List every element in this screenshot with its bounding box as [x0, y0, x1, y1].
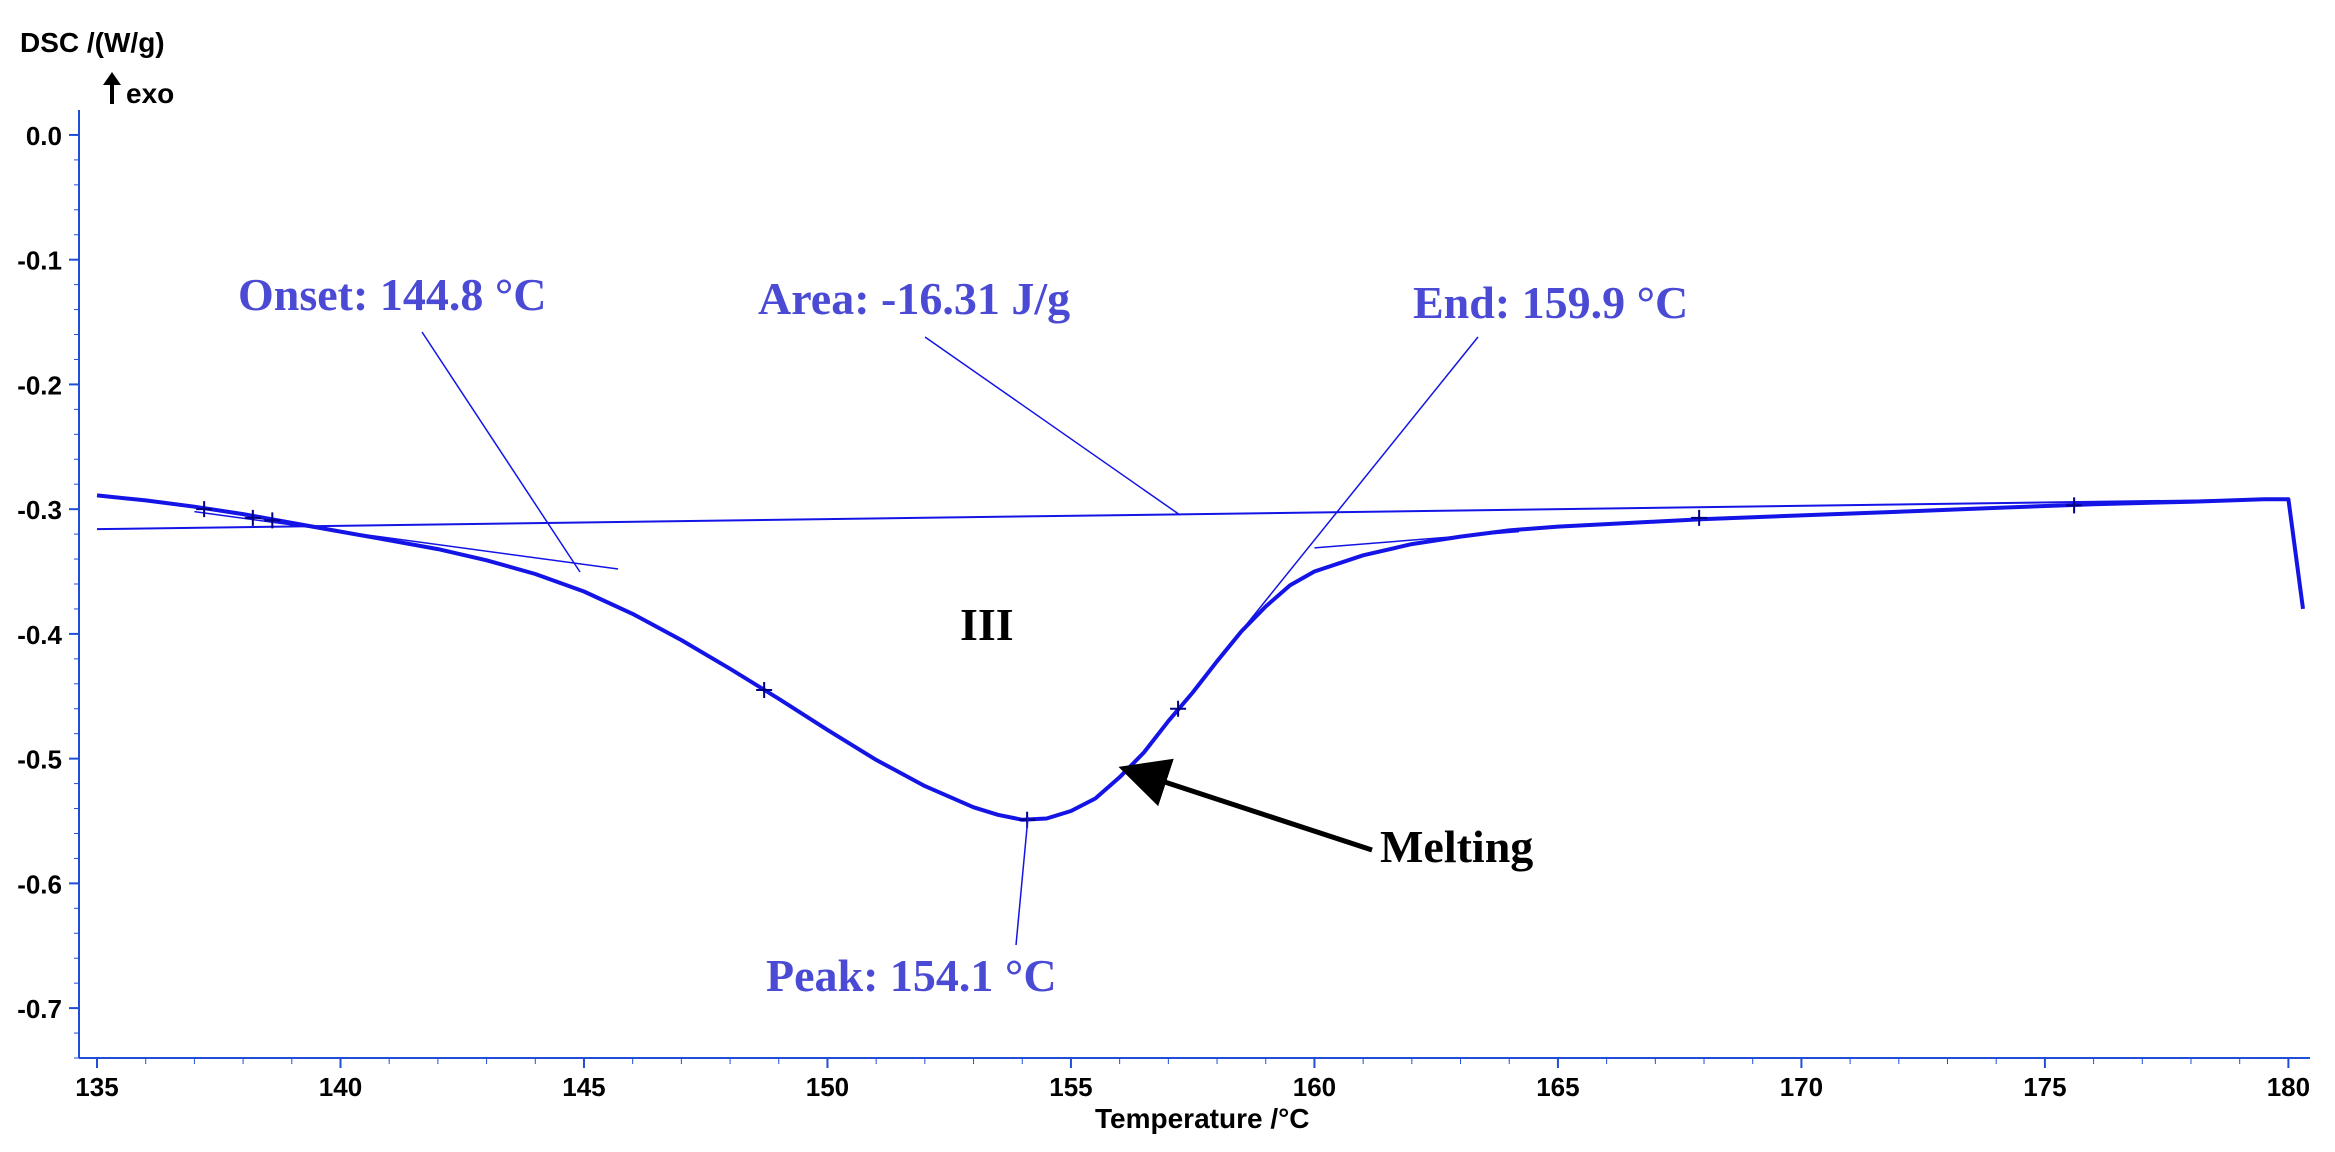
exo-indicator: exo — [103, 72, 174, 109]
y-tick-label: -0.1 — [17, 246, 62, 276]
area-label: Area: -16.31 J/g — [758, 273, 1070, 324]
x-tick-label: 140 — [319, 1072, 362, 1102]
dsc-curve — [96, 493, 2305, 822]
onset-label: Onset: 144.8 °C — [238, 269, 546, 320]
x-tick-label: 135 — [75, 1072, 118, 1102]
melting-label: Melting — [1380, 821, 1533, 872]
y-tick-label: 0.0 — [26, 121, 62, 151]
x-ticks: 135 140 145 150 155 160 165 170 175 180 — [75, 1058, 2310, 1102]
x-tick-label: 170 — [1780, 1072, 1823, 1102]
x-tick-label: 160 — [1293, 1072, 1336, 1102]
y-tick-label: -0.2 — [17, 370, 62, 400]
y-ticks: 0.0 -0.1 -0.2 -0.3 -0.4 -0.5 -0.6 -0.7 — [17, 121, 79, 1059]
exo-label: exo — [126, 78, 174, 109]
x-tick-label: 180 — [2267, 1072, 2310, 1102]
curve-marker — [244, 509, 261, 526]
x-tick-label: 155 — [1049, 1072, 1092, 1102]
onset-tangent-line — [194, 510, 619, 570]
x-axis-title: Temperature /°C — [1095, 1103, 1310, 1134]
end-leader-line — [1241, 336, 1479, 631]
end-label: End: 159.9 °C — [1413, 277, 1688, 328]
x-tick-label: 145 — [562, 1072, 605, 1102]
x-tick-label: 165 — [1536, 1072, 1579, 1102]
curve-marker — [2066, 497, 2083, 514]
curve-marker — [264, 512, 281, 529]
area-leader-line — [924, 336, 1181, 516]
curve-marker — [1691, 509, 1708, 526]
curve-marker — [1170, 700, 1187, 717]
curve-marker — [756, 682, 773, 699]
y-tick-label: -0.4 — [17, 620, 62, 650]
x-tick-label: 175 — [2023, 1072, 2066, 1102]
curve-marker — [196, 501, 213, 518]
y-tick-label: -0.3 — [17, 495, 62, 525]
peak-leader-line — [1015, 816, 1029, 946]
y-tick-label: -0.5 — [17, 745, 62, 775]
baseline-line — [96, 498, 2289, 531]
y-axis-title: DSC /(W/g) — [20, 27, 165, 58]
y-tick-label: -0.6 — [17, 869, 62, 899]
y-tick-label: -0.7 — [17, 994, 62, 1024]
onset-leader-line — [421, 331, 581, 573]
region-label: III — [960, 599, 1014, 650]
curve-markers — [196, 497, 2083, 828]
peak-label: Peak: 154.1 °C — [766, 950, 1057, 1001]
x-tick-label: 150 — [806, 1072, 849, 1102]
exo-arrowhead-icon — [103, 72, 121, 85]
melting-arrow — [1118, 758, 1373, 853]
